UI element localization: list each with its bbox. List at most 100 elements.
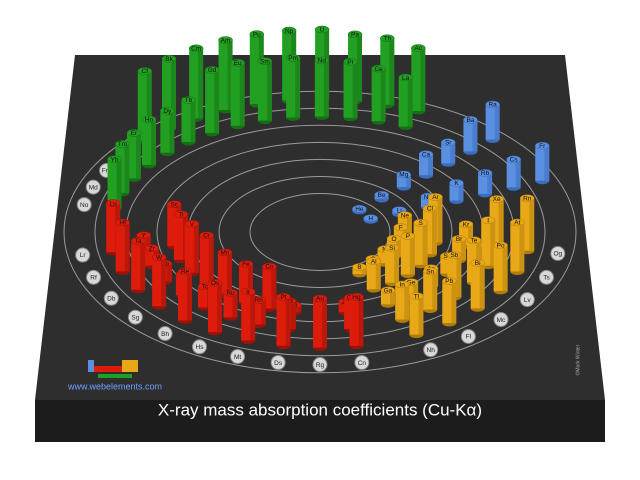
element: S (413, 219, 428, 269)
cylinder-shade (151, 119, 157, 165)
element-symbol: Ts (543, 275, 550, 282)
cylinder-top (422, 204, 438, 213)
element-symbol: Mt (234, 354, 241, 361)
cylinder-shade (407, 77, 413, 127)
cylinder-shade (494, 104, 500, 140)
element: Ru (223, 289, 238, 321)
element: Lr (75, 247, 91, 263)
cylinder (418, 150, 434, 179)
element: Am (218, 36, 233, 114)
element-symbol: P (406, 233, 410, 240)
cylinder (477, 169, 493, 198)
logo-s (88, 360, 94, 372)
element-symbol: F (399, 224, 403, 231)
cylinder-top (510, 218, 525, 227)
element: At (510, 218, 525, 276)
element: Rb (477, 169, 493, 198)
cylinder-shade (198, 48, 204, 119)
cylinder (440, 138, 456, 167)
element: Tb (181, 96, 196, 146)
cylinder-top (312, 294, 328, 303)
element-symbol: Bh (161, 331, 169, 338)
element-symbol: Er (131, 130, 138, 137)
cylinder (449, 179, 464, 205)
element: W (151, 253, 167, 310)
cylinder-shade (472, 119, 478, 152)
cylinder-top (161, 54, 177, 63)
element-symbol: Pb (445, 278, 453, 285)
element-symbol: Lr (80, 252, 87, 259)
element-symbol: Ne (401, 212, 410, 219)
element-symbol: No (80, 202, 89, 209)
element: Mc (493, 312, 509, 328)
cylinder-top (137, 67, 153, 75)
element-disc (230, 349, 246, 365)
element: In (394, 280, 410, 323)
cylinder-shade (418, 296, 424, 335)
element-disc (75, 247, 91, 263)
cylinder-shade (515, 159, 521, 188)
cylinder (314, 56, 330, 121)
element-symbol: Rn (523, 195, 532, 202)
cylinder-top (463, 116, 478, 124)
element-symbol: Np (285, 28, 294, 35)
cylinder-shade (296, 305, 302, 313)
cylinder-top (141, 115, 157, 124)
element-symbol: Co (265, 264, 274, 271)
cylinder-shade (432, 208, 437, 255)
cylinder (207, 279, 223, 336)
cylinder (349, 292, 364, 350)
element-disc (550, 245, 566, 261)
cylinder-top (257, 57, 273, 65)
element-symbol: K (454, 180, 459, 187)
cylinder-shade (456, 255, 462, 298)
element: Rh (251, 296, 267, 329)
element-symbol: W (156, 254, 163, 261)
cylinder (204, 66, 220, 137)
element-symbol: Te (471, 237, 478, 244)
cylinder-shade (390, 290, 395, 305)
element-symbol: Hf (119, 220, 126, 227)
cylinder-shade (260, 300, 266, 325)
element-symbol: Al (371, 258, 377, 265)
element-symbol: Db (107, 295, 116, 302)
cylinder-shade (406, 215, 412, 240)
element: Dy (160, 106, 175, 157)
cylinder-shade (380, 68, 386, 122)
cylinder (510, 218, 525, 276)
cylinder (463, 116, 478, 155)
cylinder-top (217, 248, 233, 257)
element: Cr (199, 231, 214, 288)
element: Po (493, 241, 508, 295)
element: Ra (485, 100, 500, 144)
ring (249, 193, 391, 271)
cylinder-shade (461, 238, 467, 260)
cylinder-top (380, 286, 396, 295)
element-symbol: Y (142, 232, 147, 239)
cylinder-shade (422, 222, 428, 265)
element-symbol: Sb (450, 252, 458, 259)
cylinder-shade (291, 300, 296, 329)
element-symbol: Cl (427, 206, 434, 213)
cylinder (223, 289, 238, 321)
element: Si (384, 243, 400, 287)
cylinder-shade (352, 61, 358, 118)
element-symbol: Sg (131, 314, 139, 321)
cylinder-shade (124, 222, 130, 272)
cylinder (126, 129, 142, 182)
element-disc (85, 179, 101, 195)
cylinder-shade (487, 172, 493, 194)
element-disc (127, 309, 143, 325)
cylinder-top (519, 194, 535, 202)
element-symbol: O (391, 236, 396, 243)
cylinder-top (188, 44, 204, 53)
cylinder-top (349, 292, 364, 301)
element: Ba (463, 116, 478, 155)
cylinder-body (420, 196, 435, 208)
cylinder-top (422, 267, 438, 275)
element: Sr (440, 138, 456, 167)
cylinder (413, 219, 428, 269)
element: Bh (157, 326, 173, 342)
element-symbol: At (514, 220, 520, 227)
element-symbol: Th (383, 35, 391, 42)
